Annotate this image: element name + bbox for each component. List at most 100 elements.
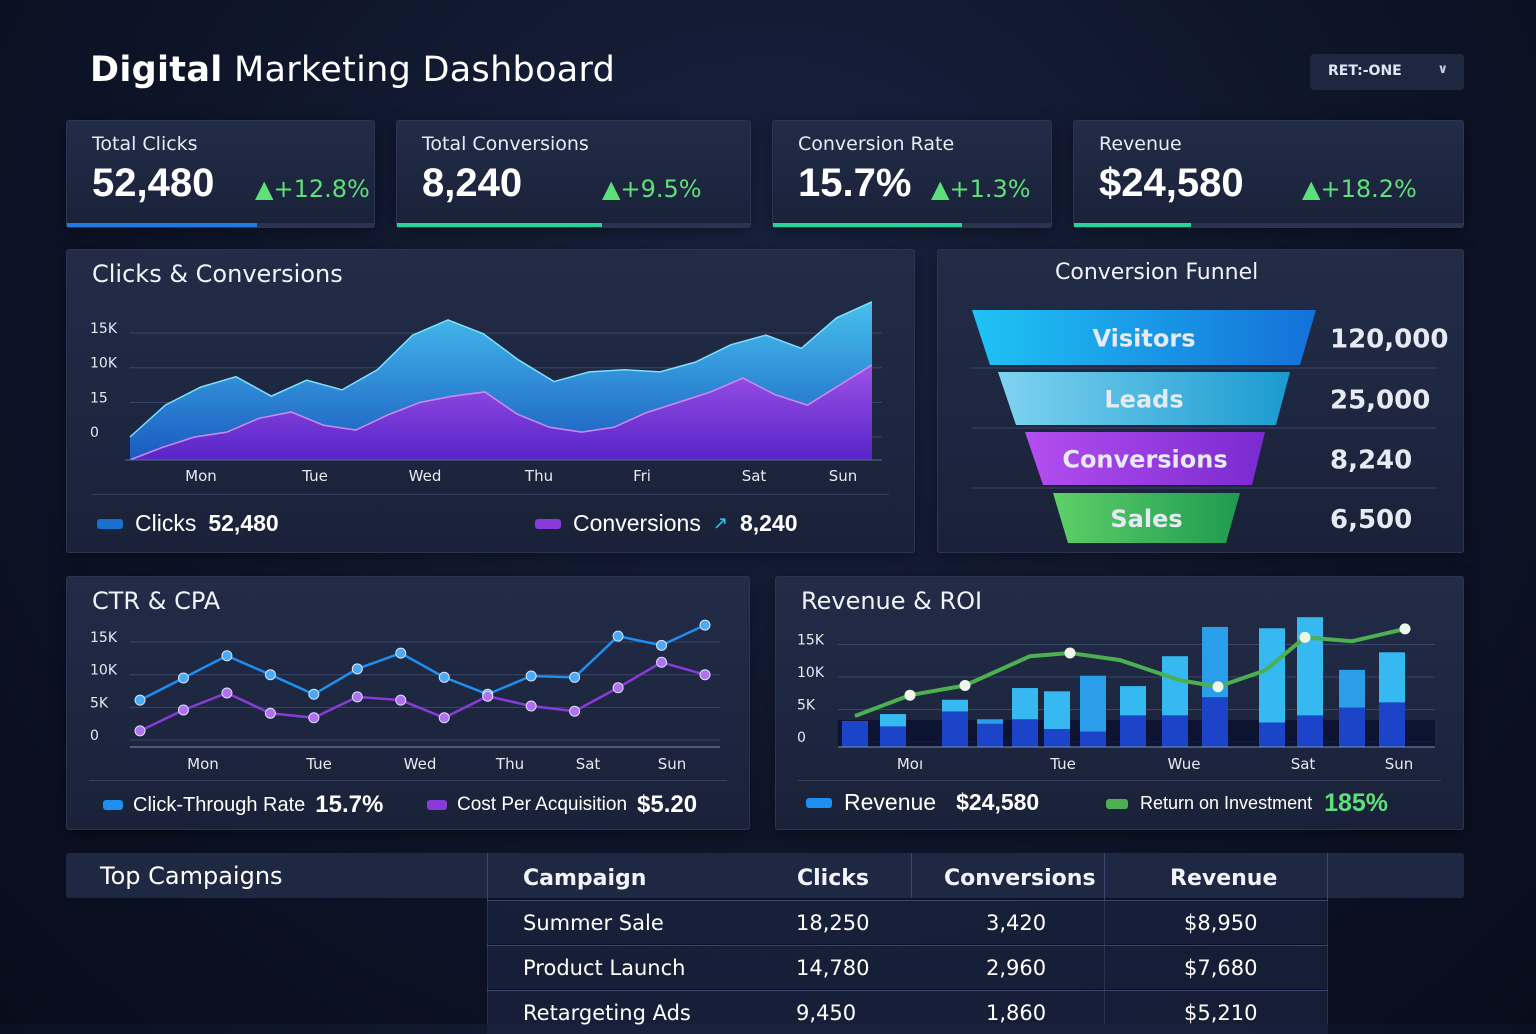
funnel-stage-label: Sales [1110, 505, 1182, 533]
y-tick-label: 5K [90, 695, 109, 711]
funnel-stage-value: 25,000 [1330, 386, 1430, 416]
column-header-clicks[interactable]: Clicks [797, 866, 869, 891]
panel-title: Conversion Funnel [1055, 260, 1259, 285]
cell-clicks: 14,780 [796, 956, 870, 980]
y-tick-label: 10K [797, 665, 825, 681]
data-point [177, 672, 189, 684]
funnel-stage-value: 120,000 [1330, 325, 1448, 355]
revenue-bar-base [1379, 702, 1405, 747]
data-point [351, 663, 363, 675]
data-point [221, 687, 233, 699]
cell-conversions: 2,960 [986, 956, 1047, 980]
kpi-card: Total Conversions 8,240 ▲+9.5% [396, 120, 751, 228]
kpi-progress [773, 223, 1051, 227]
data-point [395, 647, 407, 659]
column-header-campaign[interactable]: Campaign [523, 866, 647, 891]
x-tick-label: Sat [576, 755, 601, 773]
funnel-stage-visitors [972, 310, 1316, 365]
x-tick-label: Tue [301, 467, 328, 485]
funnel-stage-value: 8,240 [1330, 446, 1412, 476]
data-point [134, 694, 146, 706]
data-point [264, 707, 276, 719]
cell-clicks: 18,250 [796, 911, 870, 935]
panel-title: Revenue & ROI [801, 587, 983, 615]
y-tick-label: 0 [797, 730, 806, 746]
panel-title: Clicks & Conversions [92, 260, 343, 288]
y-tick-label: 5K [797, 698, 816, 714]
revenue-bar-base [842, 721, 868, 747]
x-tick-label: Mon [187, 755, 219, 773]
data-point [308, 712, 320, 724]
revenue-bar-base [1339, 707, 1365, 747]
data-point [699, 669, 711, 681]
arrow-up-icon: ▲ [255, 175, 274, 203]
date-range-dropdown[interactable]: RET:-ONE ∨ [1310, 54, 1464, 90]
data-point [438, 712, 450, 724]
roi-marker [1212, 681, 1224, 693]
x-tick-label: Mon [185, 467, 217, 485]
legend-ctr: Click-Through Rate 15.7% [103, 791, 383, 819]
x-tick-label: Wed [409, 467, 442, 485]
arrow-up-icon: ▲ [931, 175, 950, 203]
conversions-area [130, 364, 872, 460]
revenue-bar-base [1044, 729, 1070, 747]
cell-revenue: $7,680 [1184, 956, 1258, 980]
x-tick-label: Tue [305, 755, 332, 773]
funnel-stage-label: Visitors [1093, 325, 1196, 353]
revenue-bar-base [1080, 731, 1106, 747]
revenue-bar-base [1259, 722, 1285, 747]
pin-icon: ↗ [712, 513, 728, 533]
cell-campaign: Retargeting Ads [523, 1001, 691, 1025]
roi-marker [1299, 631, 1311, 643]
column-header-revenue[interactable]: Revenue [1170, 866, 1278, 891]
data-point [351, 691, 363, 703]
revenue-bar-base [1202, 697, 1228, 747]
x-tick-label: Fri [633, 467, 651, 485]
kpi-label: Total Clicks [92, 133, 198, 155]
revenue-bar-base [942, 711, 968, 747]
legend-revenue: Revenue $24,580 [806, 789, 1039, 816]
data-point [699, 619, 711, 631]
data-point [264, 669, 276, 681]
roi-marker [1399, 623, 1411, 635]
data-point [656, 656, 668, 668]
kpi-change: ▲+18.2% [1302, 175, 1417, 203]
kpi-progress [67, 223, 374, 227]
kpi-card: Revenue $24,580 ▲+18.2% [1073, 120, 1464, 228]
table-row[interactable]: Summer Sale 18,250 3,420 $8,950 [487, 900, 1328, 944]
kpi-label: Revenue [1099, 133, 1182, 155]
data-point [612, 630, 624, 642]
kpi-progress [1074, 223, 1463, 227]
campaigns-header [66, 853, 1464, 898]
kpi-card: Conversion Rate 15.7% ▲+1.3% [772, 120, 1052, 228]
kpi-value: $24,580 [1099, 161, 1244, 205]
y-tick-label: 15K [90, 321, 118, 337]
x-tick-label: Sat [1291, 755, 1316, 773]
data-point [177, 704, 189, 716]
cell-campaign: Summer Sale [523, 911, 664, 935]
funnel-stage-label: Conversions [1062, 446, 1227, 474]
data-point [612, 682, 624, 694]
x-tick-label: Sat [742, 467, 767, 485]
roi-marker [959, 679, 971, 691]
roi-line [854, 626, 1406, 718]
x-tick-label: Thu [524, 467, 553, 485]
data-point [525, 700, 537, 712]
cell-revenue: $5,210 [1184, 1001, 1258, 1025]
legend-roi: Return on Investment 185% [1106, 789, 1388, 818]
legend-conversions: Conversions ↗ 8,240 [535, 510, 798, 537]
cell-revenue: $8,950 [1184, 911, 1258, 935]
y-tick-label: 15 [90, 390, 108, 406]
kpi-value: 8,240 [422, 161, 523, 205]
cell-conversions: 3,420 [986, 911, 1047, 935]
table-row[interactable]: Retargeting Ads 9,450 1,860 $5,210 [487, 990, 1328, 1034]
kpi-value: 52,480 [92, 161, 215, 205]
revenue-bar-base [880, 726, 906, 747]
funnel-stage-value: 6,500 [1330, 505, 1412, 535]
column-header-conversions[interactable]: Conversions [944, 866, 1096, 891]
table-row[interactable]: Product Launch 14,780 2,960 $7,680 [487, 945, 1328, 989]
chevron-down-icon: ∨ [1437, 62, 1448, 77]
x-tick-label: Sun [829, 467, 858, 485]
y-tick-label: 15K [797, 633, 825, 649]
